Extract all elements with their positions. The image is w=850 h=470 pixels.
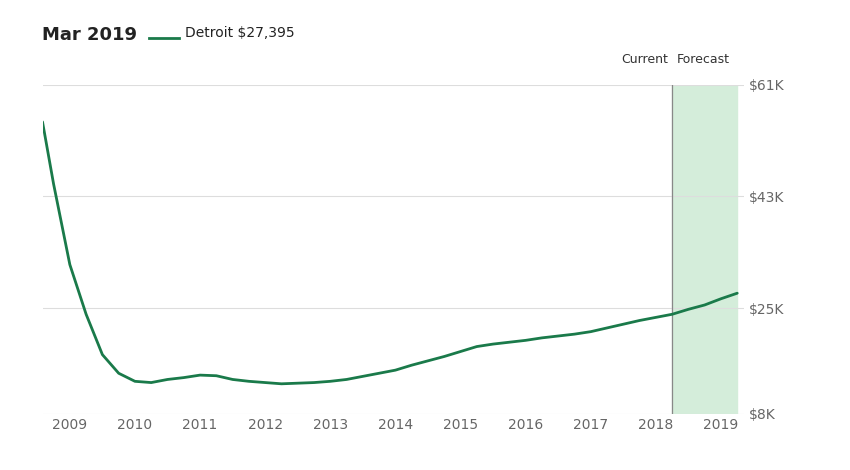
Text: Forecast: Forecast <box>677 53 729 66</box>
Text: Current: Current <box>621 53 668 66</box>
Bar <box>672 85 737 414</box>
Text: Mar 2019: Mar 2019 <box>42 26 138 44</box>
Text: Detroit $27,395: Detroit $27,395 <box>185 26 295 40</box>
